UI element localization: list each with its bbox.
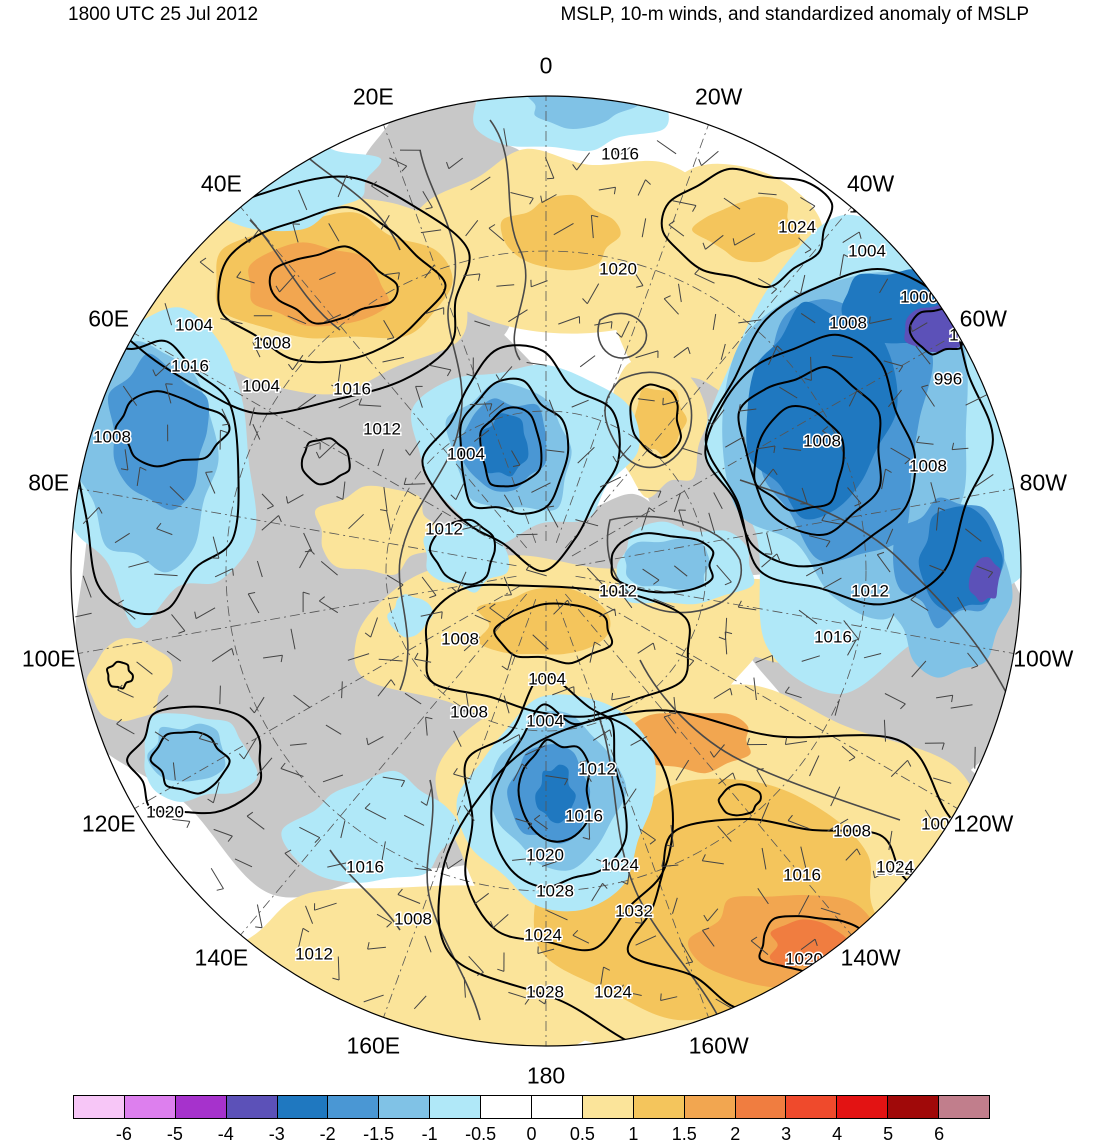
- isobar-label: 1008: [803, 431, 841, 450]
- isobar-label: 1004: [528, 669, 566, 688]
- longitude-label: 60W: [960, 305, 1007, 332]
- wind-barb-feather: [661, 994, 662, 1001]
- longitude-label: 160W: [689, 1032, 749, 1059]
- wind-barb-feather: [663, 398, 664, 405]
- longitude-label: 80E: [28, 470, 69, 497]
- map-disc: 1012 1016 1020 1024 1012 1004 1000 1008 1004 996 1…: [60, 67, 1046, 1071]
- isobar-label: 1024: [594, 982, 632, 1001]
- colorbar-swatch: [786, 1096, 837, 1118]
- isobar-label: 1016: [814, 627, 852, 646]
- isobar-label: 996: [934, 369, 962, 388]
- longitude-label: 100W: [1013, 645, 1073, 672]
- colorbar-swatch: [939, 1096, 989, 1118]
- wind-barb-feather: [635, 923, 642, 924]
- isobar-label: 1012: [578, 759, 616, 778]
- isobar-label: 1020: [785, 949, 823, 968]
- isobar-label: 1016: [783, 865, 821, 884]
- longitude-label: 100E: [22, 645, 76, 672]
- colorbar-swatch: [481, 1096, 532, 1118]
- longitude-label: 120W: [953, 810, 1013, 837]
- isobar-label: 1004: [526, 711, 564, 730]
- colorbar-swatch: [227, 1096, 278, 1118]
- longitude-label: 80W: [1020, 470, 1067, 497]
- isobar-label: 1012: [363, 419, 401, 438]
- longitude-label: 20W: [695, 83, 742, 110]
- isobar-label: 1008: [441, 629, 479, 648]
- isobar-label: 1004: [447, 444, 485, 463]
- isobar-label: 1020: [146, 802, 184, 821]
- anomaly-fields: [60, 67, 1046, 1071]
- isobar-label: 1020: [526, 845, 564, 864]
- colorbar-swatch: [888, 1096, 939, 1118]
- isobar-label: 1004: [848, 241, 886, 260]
- isobar-label: 1016: [171, 356, 209, 375]
- longitude-label: 160E: [346, 1032, 400, 1059]
- longitude-label: 40W: [847, 171, 894, 198]
- wind-barb-feather: [505, 595, 512, 596]
- isobar-label: 1012: [339, 107, 377, 126]
- isobar-label: 1012: [425, 519, 463, 538]
- isobar-label: 1012: [849, 197, 887, 216]
- longitude-label: 120E: [82, 810, 136, 837]
- longitude-label: 140E: [195, 944, 249, 971]
- isobar-label: 1024: [524, 925, 562, 944]
- isobar-label: 1004: [242, 376, 280, 395]
- isobar-label: 1008: [253, 333, 291, 352]
- isobar-label: 1012: [295, 944, 333, 963]
- wind-barb-feather: [442, 612, 443, 619]
- isobar-label: 1028: [536, 881, 574, 900]
- colorbar-swatch: [379, 1096, 430, 1118]
- colorbar-swatch: [176, 1096, 227, 1118]
- isobar-label: 1000: [900, 287, 938, 306]
- colorbar-swatch: [430, 1096, 481, 1118]
- isobar-label: 1008: [909, 456, 947, 475]
- isobar-label: 1016: [333, 379, 371, 398]
- isobar-label: 1024: [876, 857, 914, 876]
- isobar-label: 1016: [601, 144, 639, 163]
- isobar-label: 1008: [394, 909, 432, 928]
- colorbar-swatch: [278, 1096, 329, 1118]
- colorbar-swatch: [328, 1096, 379, 1118]
- colorbar-swatch: [125, 1096, 176, 1118]
- isobar-label: 1016: [346, 857, 384, 876]
- isobar-label: 1008: [450, 702, 488, 721]
- wind-barb-feather: [870, 317, 871, 324]
- colorbar: [73, 1095, 990, 1119]
- isobar-label: 1012: [851, 581, 889, 600]
- colorbar-swatch: [583, 1096, 634, 1118]
- isobar-label: 1012: [599, 581, 637, 600]
- colorbar-swatch: [634, 1096, 685, 1118]
- wind-barb-feather: [206, 472, 213, 473]
- isobar-label: 1004: [175, 315, 213, 334]
- isobar-label: 1016: [565, 806, 603, 825]
- colorbar-swatch: [74, 1096, 125, 1118]
- wind-barb: [220, 686, 221, 705]
- isobar-label: 1008: [829, 313, 867, 332]
- longitude-label: 60E: [88, 305, 129, 332]
- colorbar-swatch: [532, 1096, 583, 1118]
- longitude-label: 140W: [841, 944, 901, 971]
- longitude-label: 20E: [353, 83, 394, 110]
- isobar-label: 1024: [778, 217, 816, 236]
- isobar-label: 1028: [526, 982, 564, 1001]
- isobar-label: 1008: [93, 427, 131, 446]
- longitude-label: 0: [540, 53, 553, 80]
- isobar-label: 1008: [833, 821, 871, 840]
- longitude-label: 40E: [201, 171, 242, 198]
- wind-barb-feather: [547, 178, 554, 179]
- wind-barb: [342, 681, 343, 698]
- isobar-label: 1020: [599, 259, 637, 278]
- wind-barb-feather: [772, 655, 773, 662]
- anomaly-region: [624, 538, 709, 589]
- colorbar-swatch: [736, 1096, 787, 1118]
- wind-barb-feather: [765, 554, 772, 555]
- wind-barb-feather: [480, 525, 481, 532]
- isobar-label: 1024: [601, 855, 639, 874]
- isobar-label: 1032: [615, 901, 653, 920]
- colorbar-swatch: [837, 1096, 888, 1118]
- longitude-label: 180: [527, 1063, 565, 1090]
- colorbar-swatch: [685, 1096, 736, 1118]
